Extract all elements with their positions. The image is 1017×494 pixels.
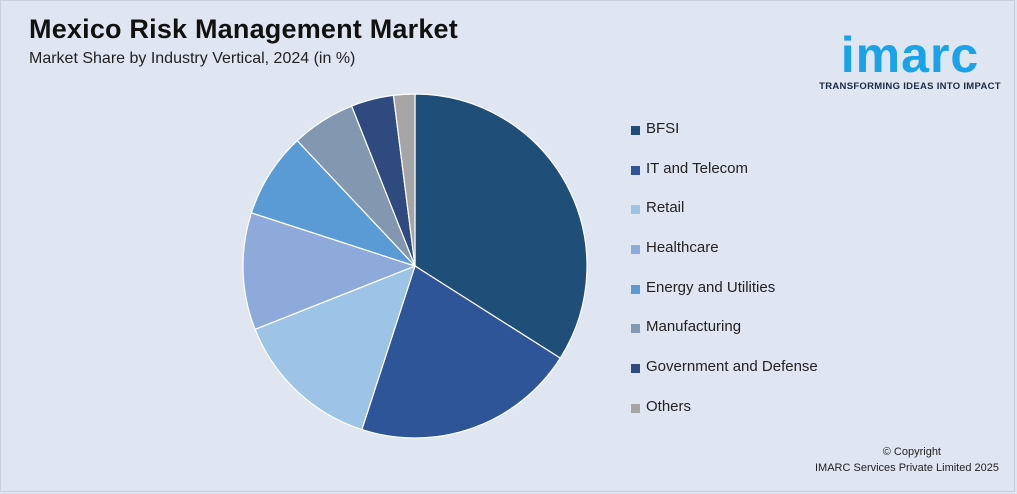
legend-item-energy-and-utilities: Energy and Utilities xyxy=(631,279,818,319)
legend-item-bfsi: BFSI xyxy=(631,120,818,160)
pie-slice-retail xyxy=(254,264,416,431)
logo-wordmark: imarc xyxy=(840,27,980,83)
chart-subtitle: Market Share by Industry Vertical, 2024 … xyxy=(29,50,356,67)
legend-swatch xyxy=(631,165,640,175)
chart-legend: BFSI IT and Telecom Retail Healthcare Energy… xyxy=(631,120,818,438)
legend-label: Healthcare xyxy=(646,239,719,257)
legend-label: Government and Defense xyxy=(646,358,818,376)
legend-item-healthcare: Healthcare xyxy=(631,239,818,279)
legend-label: Energy and Utilities xyxy=(646,278,776,296)
legend-swatch xyxy=(631,403,640,413)
legend-swatch xyxy=(631,364,640,374)
copyright-notice: © Copyright IMARC Services Private Limit… xyxy=(815,444,999,476)
legend-label: Retail xyxy=(646,199,685,217)
legend-item-manufacturing: Manufacturing xyxy=(631,318,818,358)
legend-item-retail: Retail xyxy=(631,199,818,239)
chart-title: Mexico Risk Management Market xyxy=(29,14,458,44)
legend-swatch xyxy=(631,205,640,215)
copyright-line: © Copyright xyxy=(882,446,941,458)
pie-slice-others xyxy=(392,93,416,267)
legend-swatch xyxy=(631,324,640,334)
pie-chart xyxy=(242,93,588,439)
legend-label: Others xyxy=(646,397,692,415)
legend-item-it-and-telecom: IT and Telecom xyxy=(631,160,818,200)
imarc-logo: imarc TRANSFORMING IDEAS INTO IMPACT xyxy=(812,12,1008,96)
pie-slice-bfsi xyxy=(414,93,588,359)
legend-item-others: Others xyxy=(631,398,818,438)
legend-swatch xyxy=(631,126,640,135)
legend-item-government-and-defense: Government and Defense xyxy=(631,358,818,398)
logo-tagline: TRANSFORMING IDEAS INTO IMPACT xyxy=(819,81,1001,92)
copyright-company: IMARC Services Private Limited 2025 xyxy=(814,462,999,474)
legend-label: BFSI xyxy=(646,120,680,137)
legend-label: Manufacturing xyxy=(646,318,742,336)
pie-slice-healthcare xyxy=(242,212,417,331)
legend-swatch xyxy=(631,245,640,255)
legend-swatch xyxy=(631,284,640,294)
legend-label: IT and Telecom xyxy=(646,159,749,177)
pie-slice-it-and-telecom xyxy=(361,265,562,439)
